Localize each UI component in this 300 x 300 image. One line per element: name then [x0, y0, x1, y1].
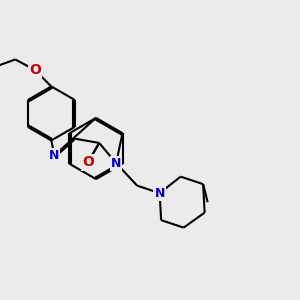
Text: O: O	[82, 155, 94, 170]
Text: N: N	[111, 157, 121, 169]
Text: N: N	[49, 149, 59, 162]
Text: N: N	[154, 187, 165, 200]
Text: O: O	[29, 63, 41, 77]
